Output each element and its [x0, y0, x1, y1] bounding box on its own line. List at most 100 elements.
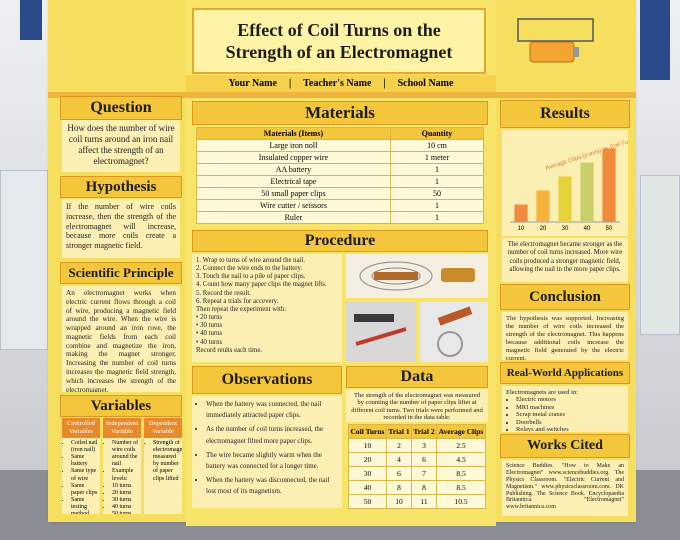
variable-item: Strength of electromagnet measured by nu…: [153, 440, 182, 483]
coil: [374, 272, 418, 280]
table-cell: 4: [386, 452, 412, 467]
variable-item: Same testing method: [71, 497, 98, 514]
variable-title: Controlled Variables: [62, 418, 100, 438]
works-cited-text: Science Buddies. "How to Make an Electro…: [502, 460, 628, 516]
observation: As the number of coil turns increased, t…: [206, 424, 338, 446]
table-row: 30 6 7 8.5: [348, 466, 486, 481]
procedure-step: • 20 turns: [196, 314, 223, 322]
table-cell: 1 meter: [389, 151, 485, 164]
applications-intro: Electromagnets are used in:: [506, 389, 579, 396]
table-cell: 7: [411, 466, 437, 481]
other-board: [0, 170, 48, 350]
circuit-wire: [517, 18, 594, 42]
table-cell: Ruler: [196, 211, 391, 224]
table-row: 10 2 3 2.5: [348, 438, 486, 453]
table-cell: 8.5: [436, 466, 486, 481]
table-cell: 6: [386, 466, 412, 481]
battery: [529, 41, 575, 63]
procedure-photos: [346, 254, 488, 362]
results-text: The electromagnet became stronger as the…: [502, 238, 628, 282]
observation: The wire became slightly warm when the b…: [206, 450, 338, 472]
table-cell: 50: [389, 187, 485, 200]
table-cell: 1: [389, 163, 485, 176]
table-cell: 1: [389, 175, 485, 188]
header-strip: [48, 92, 636, 98]
procedure-step: 2. Connect the wire ends to the battery.: [196, 265, 303, 273]
section-heading: Works Cited: [500, 434, 630, 458]
variable-item: Same paper clips: [71, 483, 98, 497]
variables-columns: Controlled VariablesCoiled nail (iron na…: [62, 418, 182, 514]
observation: When the battery was connected, the nail…: [206, 399, 338, 421]
bar: [580, 162, 594, 222]
procedure-step: 6. Repeat a trials for accevery.: [196, 297, 279, 305]
variable-item: Same battery: [71, 454, 98, 468]
table-row: 50 small paper clips 50: [196, 187, 485, 200]
table-cell: AA battery: [196, 163, 391, 176]
section-heading: Variables: [60, 395, 182, 417]
clips: [437, 331, 463, 357]
observations-list: When the battery was connected, the nail…: [192, 396, 342, 508]
x-tick-label: 50: [606, 226, 613, 232]
separator: |: [383, 78, 386, 89]
procedure-step: 5. Record the result.: [196, 289, 251, 297]
data-table: Coil Turns Trial 1 Trial 2 Average Clips 10 2…: [348, 424, 486, 509]
battery: [354, 314, 394, 322]
field-lines: [371, 267, 421, 285]
battery: [441, 268, 475, 282]
procedure-step: 1. Wrap to turns of wire around the nail…: [196, 257, 306, 264]
table-cell: 30: [348, 466, 387, 481]
variable-item: 50 turns: [112, 511, 139, 514]
table-cell: Wire cutter / seissors: [196, 199, 391, 212]
separator: |: [288, 78, 292, 89]
application: MRI machines: [516, 404, 624, 411]
column-header: Materials (Items): [196, 127, 391, 140]
variable-item: Example levels:: [112, 468, 139, 482]
table-cell: Large iron noll: [196, 139, 391, 152]
column-header: Trial 2: [411, 424, 437, 439]
data-intro: The strength of the electromagnet was me…: [346, 389, 488, 422]
table-cell: 1: [389, 199, 485, 212]
table-row: 50 10 11 10.5: [348, 494, 486, 509]
results-chart: Average Clips (y-axis) vs Coil Turns (x-…: [502, 130, 628, 236]
table-cell: Electrical tape: [196, 175, 391, 188]
title-line: Strength of an Electromagnet: [225, 42, 453, 62]
bar: [558, 176, 572, 222]
question-text: How does the number of wire coil turns a…: [62, 120, 180, 172]
x-tick-label: 40: [584, 226, 591, 232]
table-cell: 8: [411, 480, 437, 495]
x-tick-label: 20: [540, 226, 547, 232]
section-heading: Real-World Applications: [500, 362, 630, 384]
table-cell: 50 small paper clips: [196, 187, 391, 200]
x-tick-label: 30: [562, 226, 569, 232]
materials-table: Materials (Items) Quantity Large iron noll…: [196, 127, 485, 224]
table-row: 40 8 8 8.5: [348, 480, 486, 495]
table-row: Large iron noll 10 cm: [196, 139, 485, 152]
bar: [536, 190, 550, 222]
section-heading: Conclusion: [500, 284, 630, 310]
table-row: 20 4 6 4.5: [348, 452, 486, 467]
materials-grid: Materials (Items) Quantity Large iron noll…: [196, 127, 485, 224]
procedure-step: 3. Touch the nail to a pile of paper cli…: [196, 273, 306, 281]
observation: When the battery was disconnected, the n…: [206, 475, 338, 497]
table-cell: 40: [348, 480, 387, 495]
table-cell: 6: [411, 452, 437, 467]
section-heading: Hypothesis: [60, 176, 182, 198]
name: School Name: [397, 78, 454, 89]
variable-title: Independent Variable: [103, 418, 141, 438]
procedure-step: • 30 turns: [196, 322, 223, 330]
table-row: Insulated copper wire 1 meter: [196, 151, 485, 164]
variable-item: Same type of wire: [71, 468, 98, 482]
field-lines: [359, 261, 433, 291]
variable-list: Strength of electromagnet measured by nu…: [146, 440, 182, 483]
hypothesis-text: If the number of wire coils increase, th…: [62, 199, 180, 258]
section-heading: Question: [60, 96, 182, 120]
application: Scrap metal cranes: [516, 411, 624, 418]
procedure-step: Then repeat the experiment with:: [196, 305, 287, 313]
procedure-step: Record reults each time.: [196, 346, 263, 354]
variable-item: 20 turns: [112, 490, 139, 497]
variable-list: Number of wire coils around the nailExam…: [105, 440, 139, 514]
table-row: Wire cutter / seissors 1: [196, 199, 485, 212]
application: Electric motors: [516, 396, 624, 403]
variable-item: 40 turns: [112, 504, 139, 511]
name: Teacher's Name: [303, 78, 372, 89]
